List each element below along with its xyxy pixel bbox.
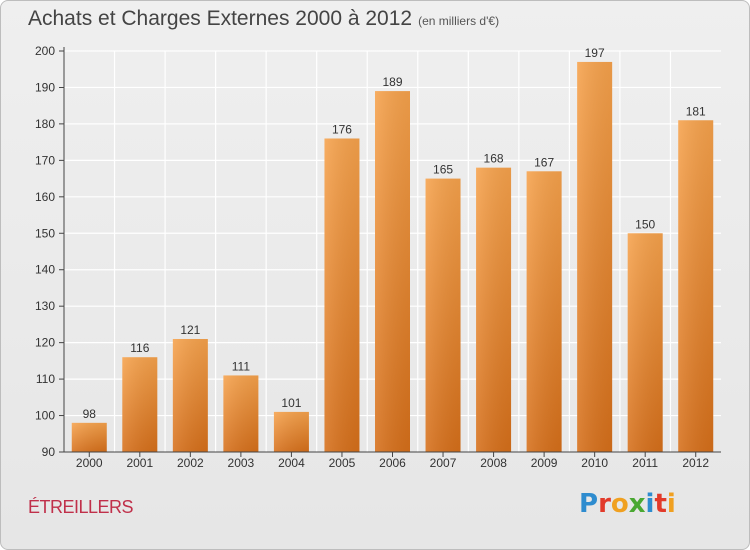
logo-letter: i [645,489,655,519]
bar-shade [678,120,714,452]
bar-value-label: 98 [83,407,97,421]
x-tick-label: 2012 [682,456,709,470]
bar-shade [526,171,562,453]
bar-value-label: 189 [382,75,402,89]
bar-value-label: 176 [332,122,352,136]
bars [71,61,714,453]
labels: 90 100 110 120 130 140 150 160 170 180 190 200 98 200… [35,44,709,470]
chart-title-text: Achats et Charges Externes 2000 à 2012 [28,7,413,30]
axes [59,47,721,457]
y-tick-label: 140 [35,263,55,277]
bar-value-label: 197 [585,46,605,60]
bar-shade [172,338,208,452]
logo-letter: o [610,489,629,519]
x-tick-label: 2011 [632,456,658,470]
logo-letter: r [598,489,611,519]
y-tick-label: 120 [35,336,55,350]
x-tick-label: 2006 [379,456,406,470]
x-tick-label: 2004 [278,456,305,470]
x-tick-label: 2005 [329,456,356,470]
bar-value-label: 111 [232,359,251,373]
chart-subtitle: (en milliers d'€) [418,14,500,28]
bar-shade [577,61,613,452]
y-tick-label: 150 [35,226,55,240]
bar-shade [71,422,107,452]
bar-value-label: 181 [686,104,706,118]
commune-name: ÉTREILLERS [28,497,134,517]
y-tick-label: 110 [36,372,55,386]
logo-letter: t [654,489,667,519]
bar-shade [273,411,309,452]
bar-value-label: 167 [534,155,554,169]
logo-letter: i [666,489,676,519]
x-tick-label: 2007 [430,456,457,470]
y-tick-label: 130 [35,299,55,313]
y-tick-label: 200 [35,44,55,58]
x-tick-label: 2009 [531,456,558,470]
bar-value-label: 121 [180,323,200,337]
bar-shade [122,357,158,452]
x-tick-label: 2010 [581,456,608,470]
chart-title: Achats et Charges Externes 2000 à 2012 (e… [28,7,499,31]
bar-shade [223,375,259,452]
y-tick-label: 160 [35,190,55,204]
bar-shade [627,233,663,452]
bar-value-label: 150 [635,217,655,231]
y-tick-label: 100 [35,409,55,423]
bar-value-label: 116 [130,341,149,355]
logo-letter: P [579,489,599,519]
x-tick-label: 2002 [177,456,204,470]
bar-value-label: 101 [281,396,301,410]
bar-shade [375,91,410,452]
logo-letter: x [628,489,646,519]
y-tick-label: 180 [35,117,55,131]
proxiti-logo[interactable]: Proxiti [579,489,676,519]
y-tick-label: 190 [35,80,55,94]
x-tick-label: 2003 [228,456,255,470]
y-tick-label: 170 [35,153,55,167]
x-tick-label: 2001 [126,456,153,470]
bar-value-label: 165 [433,163,453,177]
bar-shade [425,178,461,452]
x-tick-label: 2000 [76,456,103,470]
bar-shade [476,167,512,452]
bar-shade [324,138,360,452]
y-tick-label: 90 [42,445,56,459]
x-tick-label: 2008 [480,456,507,470]
bar-value-label: 168 [484,152,504,166]
